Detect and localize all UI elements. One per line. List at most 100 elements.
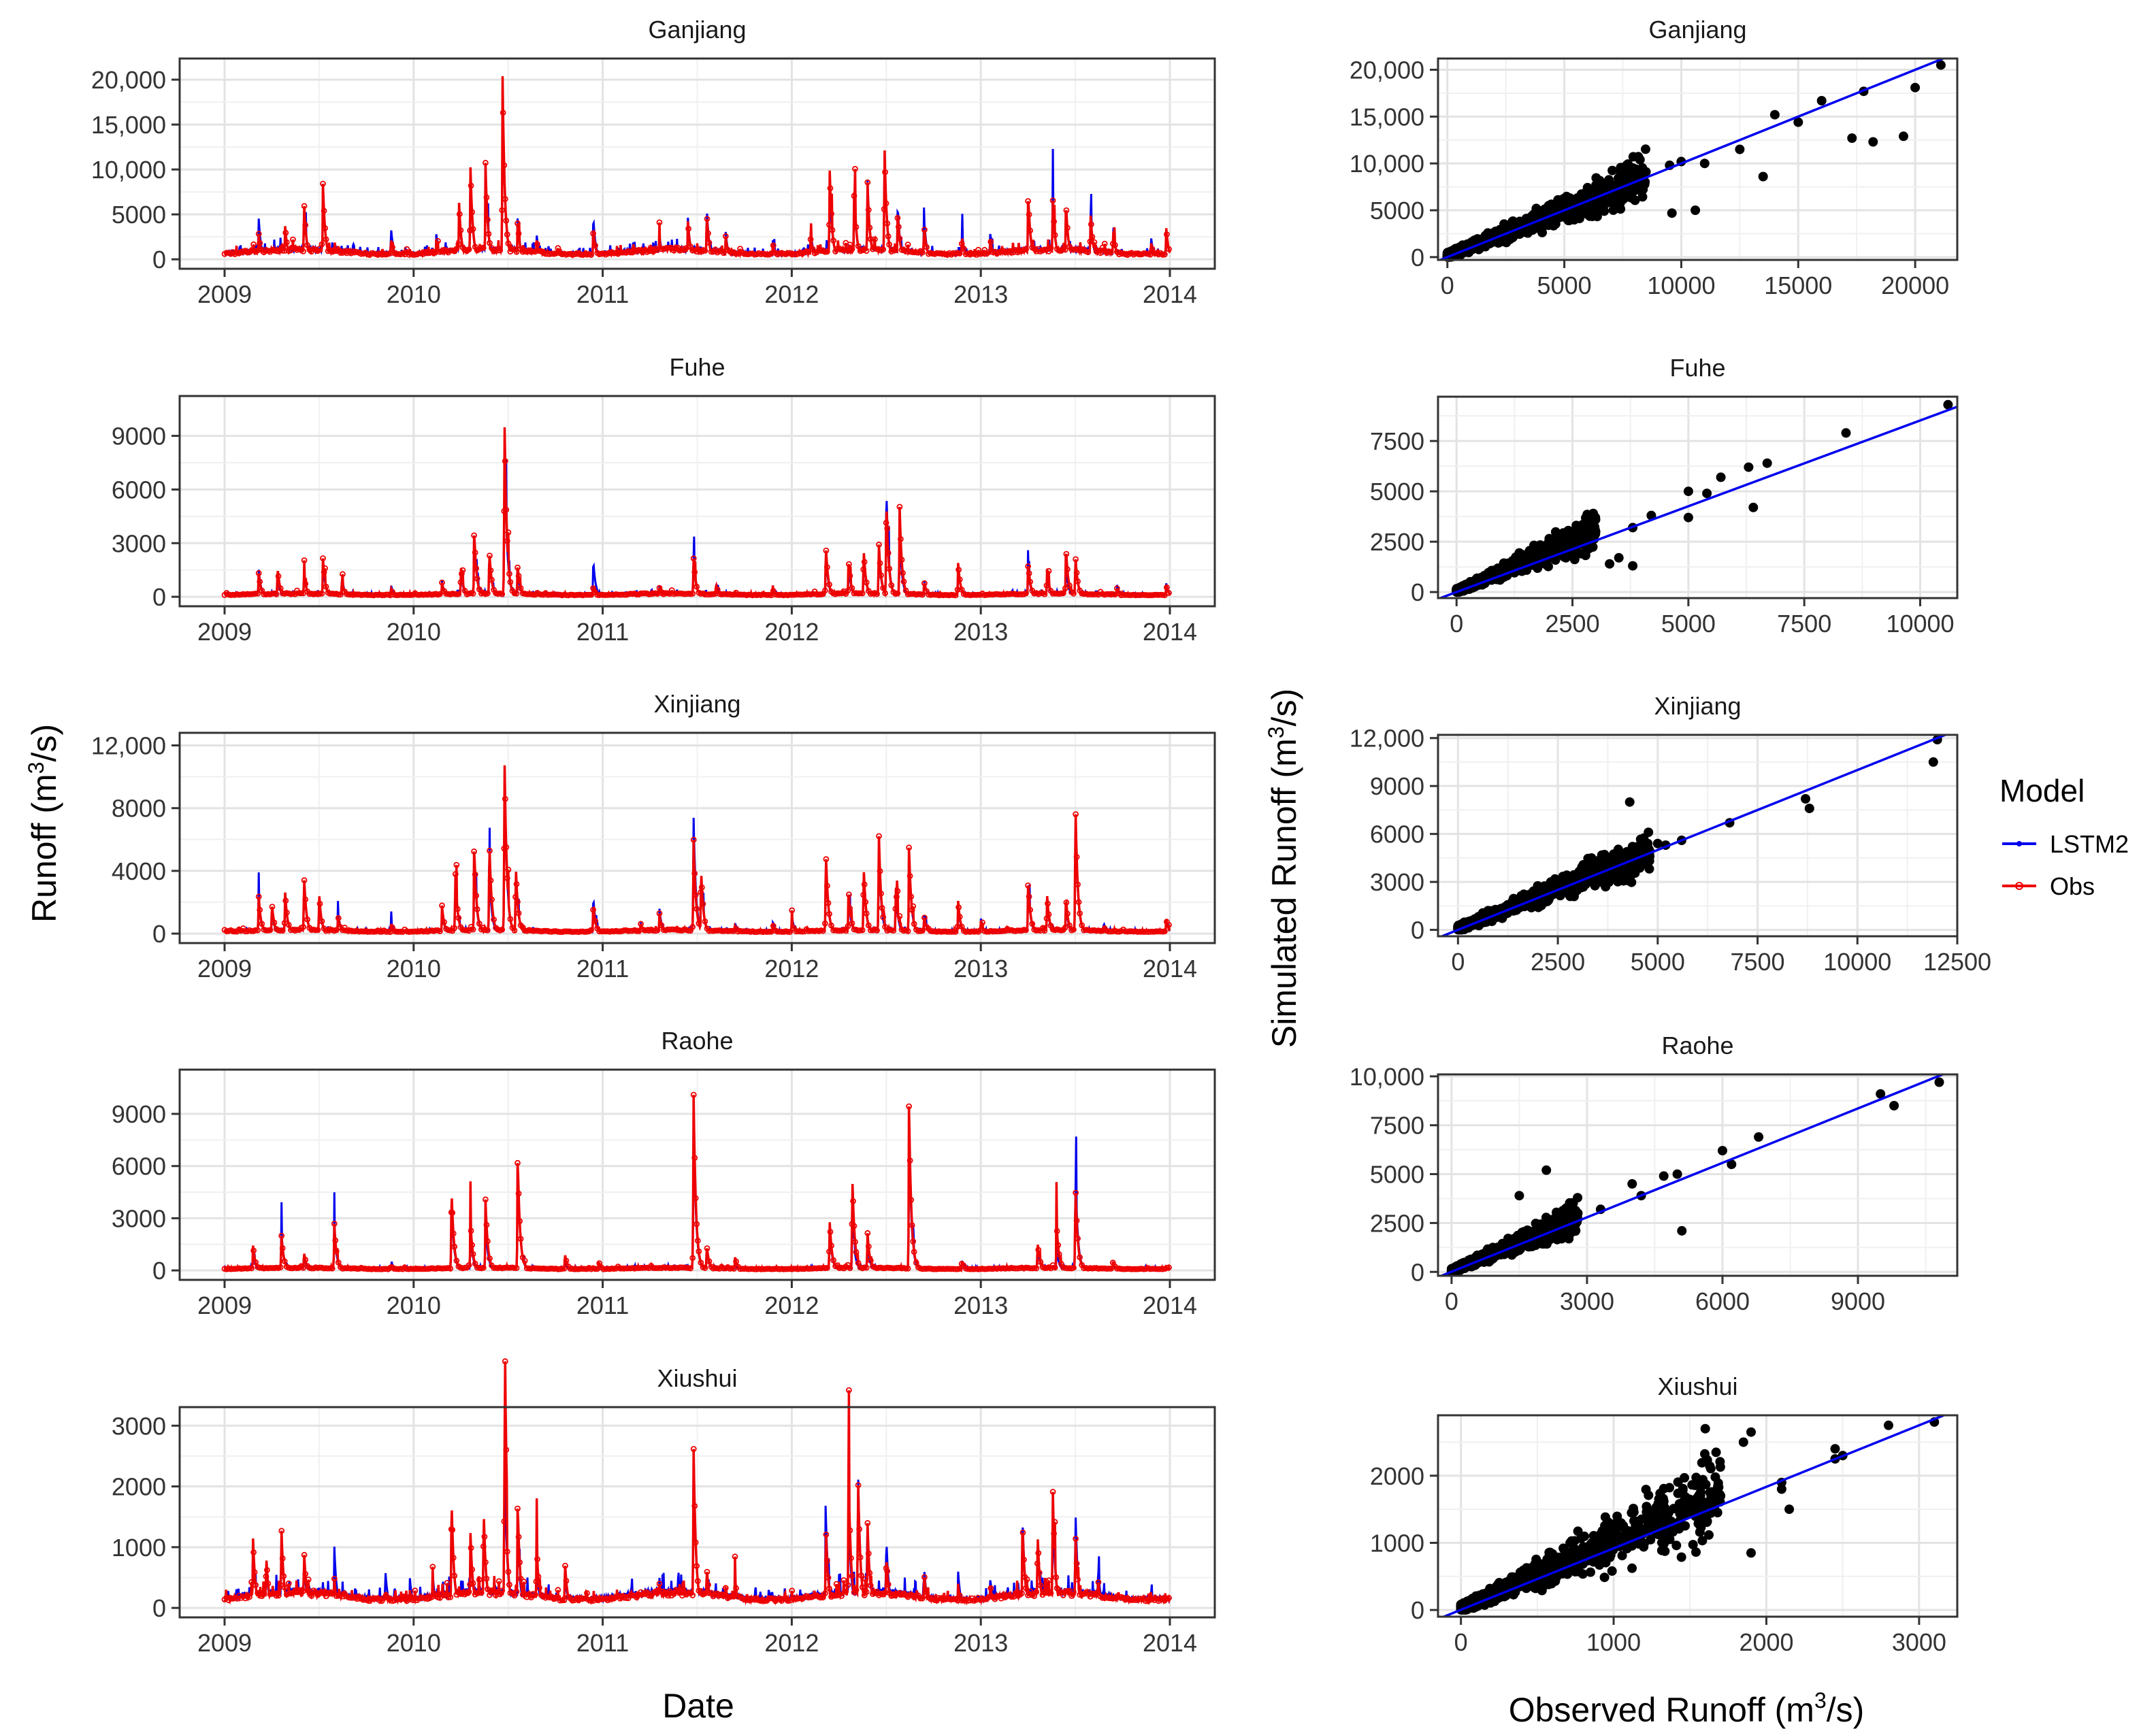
timeseries-raohe-obs-point [485,1238,491,1244]
timeseries-ganjiang-obs-point [885,233,892,240]
timeseries-ganjiang-obs-point [555,245,561,252]
timeseries-xinjiang-obs-point [1045,911,1052,918]
timeseries-ganjiang-y-tick-label: 0 [152,246,166,274]
timeseries-fuhe-obs-point [823,547,830,554]
timeseries-fuhe-obs-point [954,587,961,593]
timeseries-fuhe-obs-point [884,525,891,532]
timeseries-xinjiang-obs-point [766,928,772,935]
timeseries-xinjiang-obs-point [263,927,270,934]
scatter-fuhe-point [1683,487,1693,497]
timeseries-fuhe-obs-point [826,581,832,588]
timeseries-xinjiang-obs-point [700,901,706,907]
timeseries-fuhe-obs-point [504,538,510,544]
timeseries-fuhe-obs-point [584,591,590,598]
timeseries-fuhe-obs-point [257,578,263,585]
timeseries-xinjiang-obs-point [890,927,897,934]
timeseries-fuhe-obs-point [404,591,410,598]
scatter-ganjiang-point [1553,195,1563,205]
timeseries-fuhe-panel: 2009 2010 2011 2012 2013 20140300060009000Fuh… [112,353,1216,646]
timeseries-ganjiang-obs-point [456,211,463,218]
timeseries-fuhe-obs-point [515,573,522,579]
timeseries-xinjiang-obs-point [515,910,522,917]
timeseries-ganjiang-obs-point [1162,251,1168,258]
timeseries-xinjiang-obs-point [453,861,460,868]
timeseries-fuhe-obs-point [846,561,852,567]
timeseries-ganjiang-obs-point [896,223,902,230]
timeseries-ganjiang-obs-point [1049,197,1056,204]
timeseries-xinjiang-obs-point [954,923,961,930]
timeseries-fuhe-obs-point [505,529,512,535]
timeseries-xinjiang-obs-point [894,893,900,900]
timeseries-ganjiang-obs-point [497,247,504,254]
timeseries-raohe-obs-point [277,1264,284,1270]
timeseries-xinjiang-y-tick-label: 4000 [112,857,166,885]
timeseries-ganjiang-obs-point [902,248,909,254]
timeseries-xinjiang-obs-point [470,926,476,933]
timeseries-ganjiang-obs-point [829,227,836,233]
scatter-ganjiang-point [1899,131,1908,142]
timeseries-ganjiang-obs-point [455,241,462,248]
timeseries-xinjiang-obs-point [1063,900,1070,906]
timeseries-ganjiang-obs-point [702,248,708,254]
timeseries-raohe-y-tick-label: 0 [152,1257,166,1285]
timeseries-xinjiang-obs-point [346,927,352,934]
timeseries-xinjiang-obs-point [658,922,665,929]
scatter-fuhe-point [1614,553,1624,563]
timeseries-ganjiang-obs-point [958,240,965,247]
timeseries-fuhe-obs-point [1073,556,1079,563]
timeseries-fuhe-obs-point [921,580,928,587]
timeseries-xiushui-y-tick-label: 1000 [112,1534,166,1562]
timeseries-fuhe-obs-point [1073,570,1080,576]
timeseries-xinjiang-obs-point [301,877,308,884]
timeseries-xinjiang-obs-point [257,906,263,913]
timeseries-xinjiang-obs-point [698,884,705,891]
timeseries-xinjiang-obs-point [921,914,928,921]
timeseries-fuhe-obs-point [473,565,480,572]
timeseries-xinjiang-obs-point [823,856,830,863]
timeseries-fuhe-obs-point [471,532,477,539]
timeseries-xinjiang-obs-point [476,921,483,927]
timeseries-fuhe-obs-point [255,590,261,597]
timeseries-xinjiang-obs-point [830,927,836,934]
timeseries-fuhe-obs-point [437,591,443,597]
timeseries-fuhe-obs-point [321,569,327,576]
timeseries-raohe-obs-point [252,1259,259,1266]
timeseries-xinjiang-obs-point [1079,922,1085,929]
timeseries-ganjiang-obs-point [828,210,834,217]
timeseries-raohe-obs-point [246,1265,252,1272]
timeseries-ganjiang-obs-point [466,246,472,252]
timeseries-fuhe-obs-point [898,557,905,563]
timeseries-fuhe-obs-point [339,571,346,578]
timeseries-fuhe-y-tick-label: 3000 [112,529,166,557]
timeseries-xinjiang-obs-point [474,906,480,912]
timeseries-ganjiang-obs-point [882,169,888,176]
timeseries-fuhe-obs-point [861,559,868,565]
timeseries-ganjiang-obs-point [504,231,510,238]
timeseries-raohe-obs-point [335,1259,342,1266]
timeseries-fuhe-obs-point [352,591,359,598]
timeseries-ganjiang-obs-point [320,180,326,187]
panels: 2009 2010 2011 2012 2013 20140500010,00015,00… [91,16,1991,1657]
scatter-fuhe-point [1716,472,1726,482]
scatter-ganjiang-x-tick-label: 15000 [1764,271,1832,299]
timeseries-raohe-obs-point [469,1242,475,1249]
timeseries-xinjiang-obs-point [896,913,903,919]
scatter-fuhe-point [1535,542,1545,552]
timeseries-xinjiang-obs-point [1029,921,1036,927]
timeseries-xinjiang-obs-point [513,880,520,887]
timeseries-xinjiang-obs-point [863,910,870,917]
timeseries-raohe-y-tick-label: 3000 [112,1204,166,1232]
timeseries-fuhe-obs-point [1015,591,1021,597]
timeseries-xinjiang-obs-point [1130,928,1137,935]
scatter-xinjiang-panel: 0 2500 5000 7500 10000 12500030006000900012,0… [1350,692,1991,976]
timeseries-ganjiang-obs-point [588,252,594,259]
timeseries-ganjiang-obs-point [302,222,309,229]
timeseries-ganjiang-obs-point [457,227,464,233]
timeseries-xinjiang-obs-point [847,905,853,912]
timeseries-fuhe-obs-point [894,590,901,597]
timeseries-ganjiang-obs-point [672,245,679,251]
timeseries-xiushui-x-tick-label: 2013 [953,1629,1008,1657]
timeseries-fuhe-obs-point [877,560,883,567]
timeseries-xinjiang-obs-point [1066,922,1073,929]
